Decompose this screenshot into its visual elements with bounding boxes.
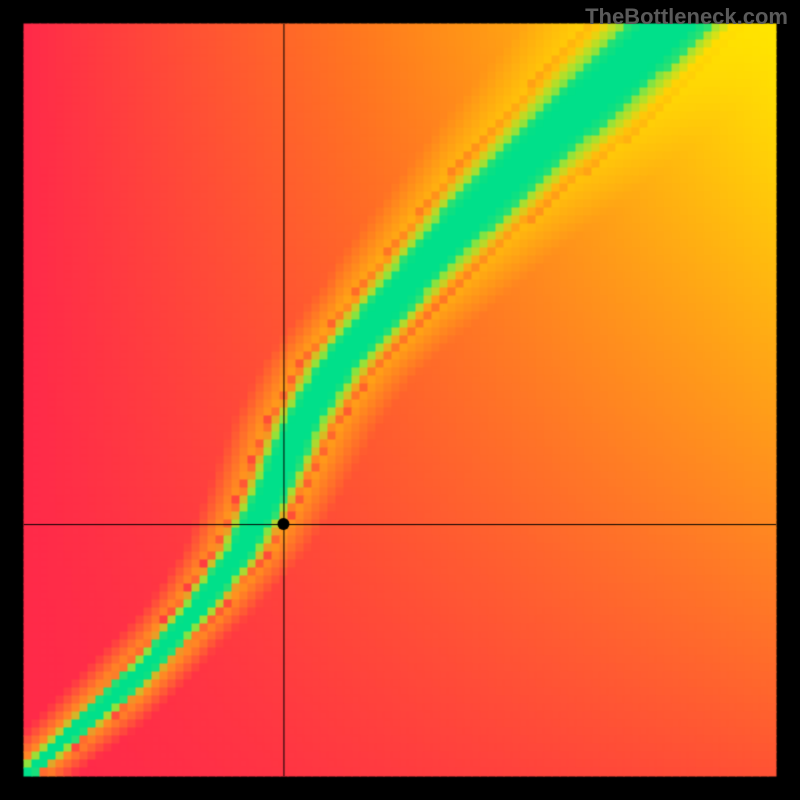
- attribution-text: TheBottleneck.com: [585, 4, 788, 30]
- chart-container: { "attribution": "TheBottleneck.com", "c…: [0, 0, 800, 800]
- bottleneck-heatmap: [0, 0, 800, 800]
